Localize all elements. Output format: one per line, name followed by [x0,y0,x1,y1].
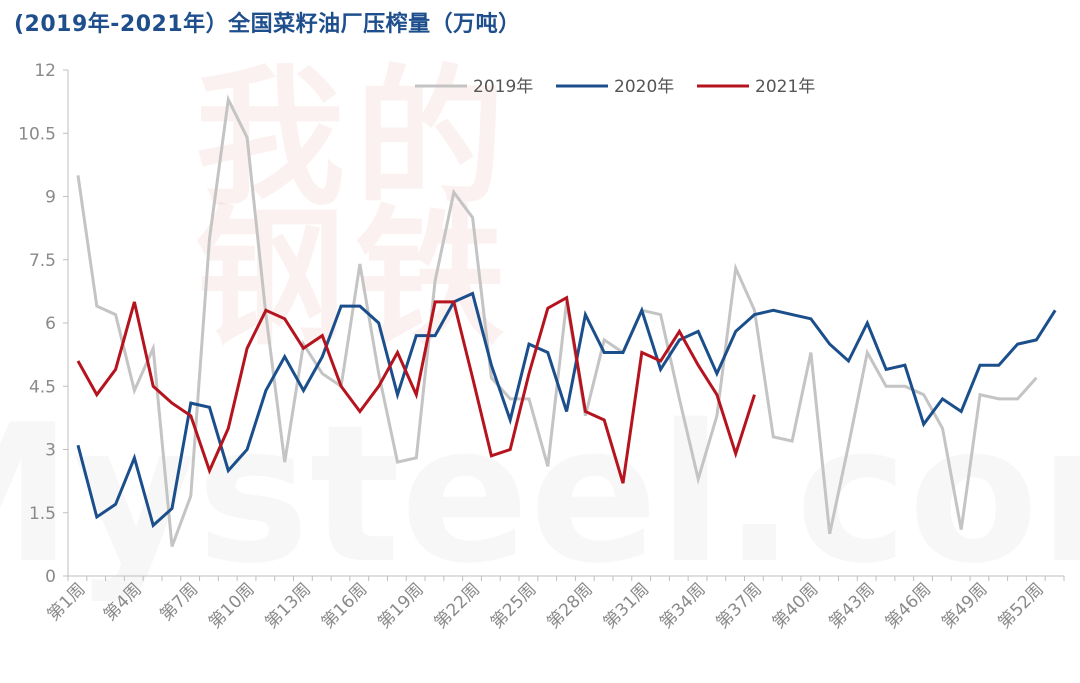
y-tick-label: 4.5 [29,377,56,397]
watermark-char: 我 [195,52,345,226]
y-tick-label: 6 [45,314,56,334]
watermark-latin: Mysteel.com [0,384,1080,605]
y-tick-label: 9 [45,188,56,208]
watermark: 我的钢铁Mysteel.com [0,52,1080,605]
y-tick-label: 12 [34,61,56,81]
legend-label: 2020年 [614,77,674,97]
y-tick-label: 0 [45,567,56,587]
chart-title: (2019年-2021年）全国菜籽油厂压榨量（万吨） [14,12,521,37]
legend: 2019年 2020年 2021年 [415,77,815,97]
y-tick-label: 7.5 [29,251,56,271]
y-tick-label: 10.5 [18,124,56,144]
watermark-char: 的 [355,52,505,226]
series-line-2020年 [76,291,1057,529]
y-tick-label: 3 [45,441,56,461]
legend-label: 2021年 [755,77,815,97]
series-line-2021年 [76,295,756,484]
series-layer [76,94,1057,548]
legend-label: 2019年 [473,77,533,97]
y-tick-label: 1.5 [29,504,56,524]
